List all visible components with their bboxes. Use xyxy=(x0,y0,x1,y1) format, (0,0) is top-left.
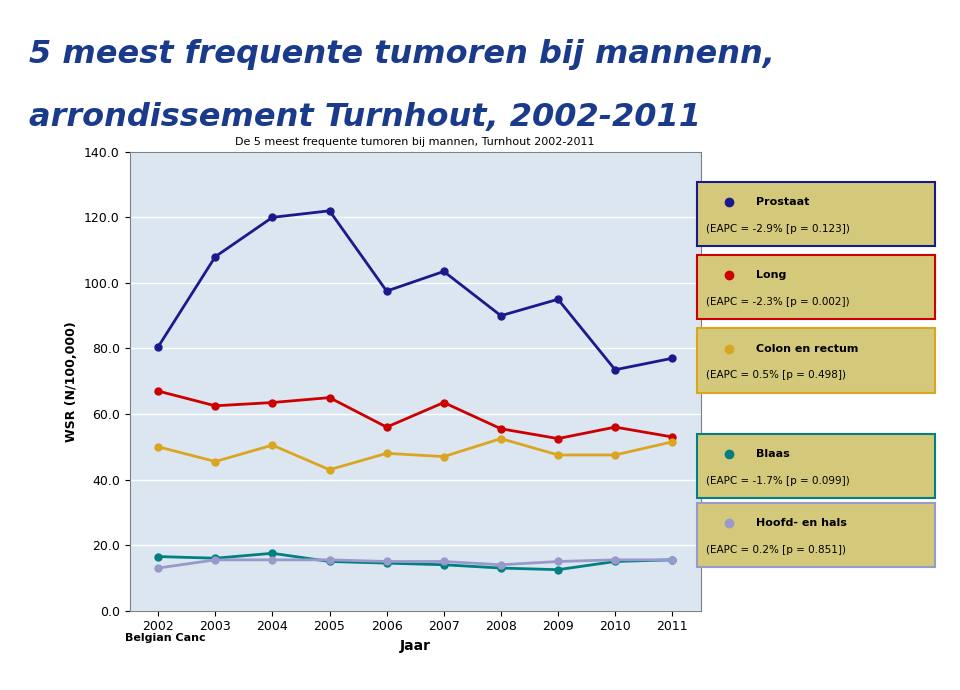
FancyBboxPatch shape xyxy=(697,434,934,498)
Text: Colon en rectum: Colon en rectum xyxy=(756,344,858,354)
Text: (EAPC = -1.7% [p = 0.099]): (EAPC = -1.7% [p = 0.099]) xyxy=(707,476,850,486)
Text: Blaas: Blaas xyxy=(756,449,790,459)
Text: (EAPC = -2.9% [p = 0.123]): (EAPC = -2.9% [p = 0.123]) xyxy=(707,224,850,234)
Y-axis label: WSR (N/100,000): WSR (N/100,000) xyxy=(65,321,79,442)
Text: (EAPC = -2.3% [p = 0.002]): (EAPC = -2.3% [p = 0.002]) xyxy=(707,297,850,307)
Text: www.kankerregister.org  I  www.registreducancer.org: www.kankerregister.org I www.registreduc… xyxy=(582,649,912,662)
Text: Hoofd- en hals: Hoofd- en hals xyxy=(756,518,847,528)
Text: 5 meest frequente tumoren bij mannenn,: 5 meest frequente tumoren bij mannenn, xyxy=(29,39,775,70)
FancyBboxPatch shape xyxy=(697,503,934,567)
FancyBboxPatch shape xyxy=(697,255,934,319)
Title: De 5 meest frequente tumoren bij mannen, Turnhout 2002-2011: De 5 meest frequente tumoren bij mannen,… xyxy=(235,137,595,147)
FancyBboxPatch shape xyxy=(697,181,934,246)
FancyBboxPatch shape xyxy=(697,328,934,393)
Text: arrondissement Turnhout, 2002-2011: arrondissement Turnhout, 2002-2011 xyxy=(29,102,701,133)
X-axis label: Jaar: Jaar xyxy=(399,639,431,653)
Text: Long: Long xyxy=(756,270,786,280)
Text: (EAPC = 0.5% [p = 0.498]): (EAPC = 0.5% [p = 0.498]) xyxy=(707,371,846,380)
Text: (EAPC = 0.2% [p = 0.851]): (EAPC = 0.2% [p = 0.851]) xyxy=(707,545,846,555)
Text: Prostaat: Prostaat xyxy=(756,197,809,207)
Text: Belgian Canc: Belgian Canc xyxy=(125,633,205,643)
